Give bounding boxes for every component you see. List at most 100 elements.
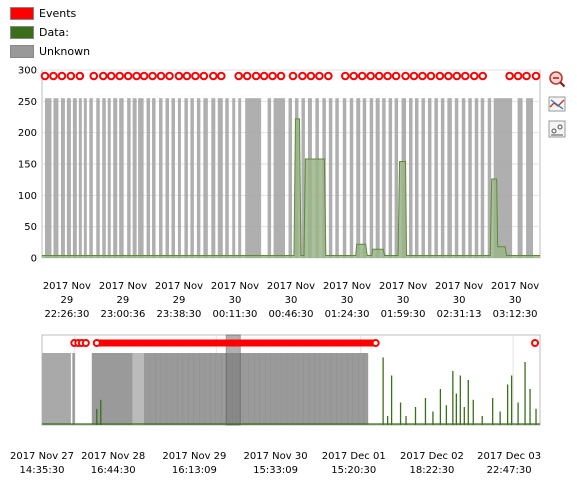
event-marker [115, 71, 124, 81]
event-marker [182, 71, 192, 81]
x-tick-label: 01:59:30 [381, 309, 426, 320]
x-tick-label: 30 [341, 295, 354, 306]
overview-unknown-band [91, 353, 133, 425]
legend-swatch [10, 45, 34, 58]
unknown-band [517, 98, 523, 258]
unknown-band [440, 98, 445, 258]
x-tick-label: 2017 Nov [435, 281, 483, 292]
x-tick-label: 2017 Nov [155, 281, 203, 292]
legend-item[interactable]: Events [10, 4, 90, 23]
event-marker [89, 71, 99, 81]
unknown-band [288, 98, 292, 258]
unknown-band [427, 98, 432, 258]
unknown-band [53, 98, 59, 258]
y-tick-label: 250 [18, 97, 37, 108]
unknown-band [328, 98, 333, 258]
overview-x-tick-label: 18:22:30 [409, 465, 454, 476]
overview-x-tick-label: 2017 Dec 03 [477, 451, 541, 462]
y-tick-label: 50 [24, 222, 37, 233]
unknown-band [480, 98, 485, 258]
event-marker [522, 71, 531, 81]
x-tick-label: 29 [61, 295, 74, 306]
legend-item[interactable]: Data: [10, 23, 90, 42]
unknown-band [119, 98, 124, 258]
event-marker [49, 71, 58, 81]
overview-x-tick-label: 2017 Dec 02 [400, 451, 464, 462]
event-marker [306, 71, 316, 81]
x-tick-label: 02:31:13 [437, 309, 482, 320]
event-marker [531, 71, 541, 81]
unknown-band [171, 98, 175, 258]
event-marker [469, 71, 479, 81]
overview-x-tick-label: 14:35:30 [20, 465, 65, 476]
event-marker [191, 71, 200, 81]
overview-unknown-band [72, 353, 75, 425]
event-marker [139, 71, 149, 81]
unknown-band [159, 98, 163, 258]
legend-label: Data: [39, 26, 69, 39]
overview-x-tick-label: 2017 Nov 29 [162, 451, 226, 462]
unknown-band [454, 98, 459, 258]
overview-event-marker [81, 339, 90, 347]
unknown-band [415, 98, 419, 258]
x-tick-label: 30 [397, 295, 410, 306]
overview-x-tick-label: 2017 Dec 01 [322, 451, 386, 462]
x-tick-label: 01:24:30 [325, 309, 370, 320]
x-tick-label: 30 [285, 295, 298, 306]
overview-selection-window [225, 334, 241, 426]
unknown-band [267, 98, 272, 258]
event-marker [505, 71, 514, 81]
unknown-band [102, 98, 106, 258]
unknown-band [78, 98, 82, 258]
unknown-band [388, 98, 393, 258]
x-tick-label: 30 [229, 295, 242, 306]
unknown-band [238, 98, 242, 258]
unknown-band [434, 98, 438, 258]
event-marker [199, 71, 209, 81]
reset-zoom-icon[interactable] [548, 95, 566, 113]
unknown-band [356, 98, 361, 258]
y-tick-label: 100 [18, 191, 37, 202]
legend-swatch [10, 26, 34, 39]
x-tick-label: 30 [509, 295, 522, 306]
unknown-band [203, 98, 208, 258]
unknown-band [138, 98, 144, 258]
x-tick-label: 2017 Nov [379, 281, 427, 292]
unknown-band [461, 98, 466, 258]
unknown-band [132, 98, 137, 258]
event-marker [383, 71, 392, 81]
x-tick-label: 2017 Nov [491, 281, 539, 292]
event-marker [298, 71, 307, 81]
chart-style-icon[interactable] [548, 120, 566, 138]
unknown-band [301, 98, 305, 258]
event-marker [259, 71, 269, 81]
x-tick-label: 00:11:30 [213, 309, 258, 320]
x-tick-label: 03:12:30 [493, 309, 538, 320]
x-tick-label: 2017 Nov [99, 281, 147, 292]
event-marker [374, 71, 384, 81]
x-tick-label: 00:46:30 [269, 309, 314, 320]
event-marker [349, 71, 359, 81]
event-marker [148, 71, 157, 81]
x-tick-label: 2017 Nov [43, 281, 91, 292]
legend-label: Unknown [39, 45, 91, 58]
overview-x-tick-label: 16:44:30 [91, 465, 136, 476]
event-marker [132, 71, 141, 81]
overview-x-tick-label: 15:33:09 [253, 465, 298, 476]
legend: Events Data: Unknown [10, 4, 90, 61]
overview-event-marker [531, 339, 540, 347]
x-tick-label: 2017 Nov [267, 281, 315, 292]
event-marker [401, 71, 410, 81]
x-tick-label: 29 [117, 295, 130, 306]
legend-item[interactable]: Unknown [10, 42, 90, 61]
zoom-out-icon[interactable] [548, 70, 566, 88]
unknown-band [146, 98, 151, 258]
unknown-band [369, 98, 374, 258]
event-marker [276, 71, 286, 81]
event-marker [478, 71, 488, 81]
event-marker [123, 71, 133, 81]
x-tick-label: 30 [453, 295, 466, 306]
unknown-band [245, 98, 262, 258]
overview-event-marker [371, 339, 380, 347]
